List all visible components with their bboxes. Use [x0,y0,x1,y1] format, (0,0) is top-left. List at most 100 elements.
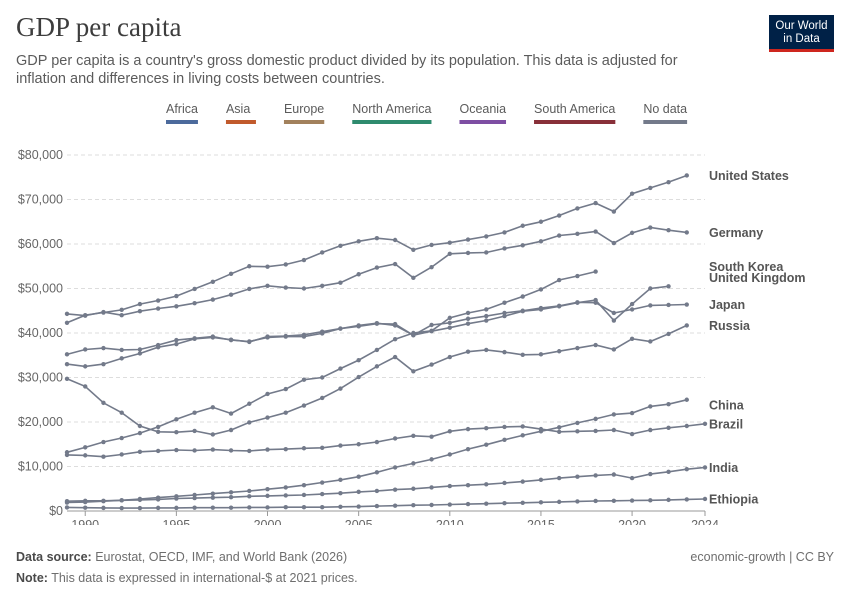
point-brazil-2003 [320,445,325,451]
point-brazil-2023 [684,423,689,429]
point-south-korea-1993 [137,430,143,436]
point-japan-2019 [611,310,617,316]
chart-subtitle: GDP per capita is a country's gross dome… [16,53,678,87]
point-brazil-2000 [265,447,270,452]
point-united-kingdom-1995 [174,337,179,343]
point-south-korea-2017 [575,273,580,279]
point-ethiopia-1993 [137,505,143,511]
point-india-1991 [101,498,106,503]
series-label-brazil: Brazil [709,417,743,431]
series-label-germany: Germany [709,226,763,240]
point-germany-2011 [465,250,471,256]
point-united-kingdom-2019 [611,318,617,323]
legend-label-2[interactable]: Europe [284,102,324,116]
point-germany-2003 [320,283,325,289]
point-russia-2013 [502,349,507,355]
point-japan-2020 [629,307,635,312]
series-label-united-states: United States [709,169,789,183]
point-germany-2020 [629,230,635,236]
point-united-kingdom-2009 [429,329,434,334]
point-india-2020 [629,475,635,481]
x-tick-label-0: 1990 [71,518,99,525]
license-text[interactable]: economic-growth | CC BY [690,550,834,564]
point-china-2021 [648,404,653,409]
point-japan-2005 [356,324,361,329]
point-united-states-2022 [666,179,671,185]
x-tick-label-1: 1995 [162,518,190,525]
point-united-states-2012 [484,234,489,239]
point-germany-2023 [684,230,689,235]
legend-label-5[interactable]: South America [534,102,615,116]
point-japan-2021 [648,303,653,308]
point-japan-2014 [520,308,525,313]
point-russia-1997 [210,432,216,437]
legend-label-1[interactable]: Asia [226,102,250,116]
point-china-2008 [411,461,416,466]
point-japan-2002 [301,332,307,337]
point-brazil-2010 [447,429,452,434]
point-united-states-2007 [392,237,398,243]
point-germany-1993 [137,308,143,314]
point-germany-2015 [538,239,544,244]
legend-label-4[interactable]: Oceania [459,102,506,116]
source-text[interactable]: Eurostat, OECD, IMF, and World Bank (202… [95,550,348,564]
point-japan-2017 [575,300,580,305]
point-south-korea-1999 [247,401,252,406]
point-ethiopia-2019 [611,498,617,503]
point-china-2017 [575,420,580,426]
chart-title: GDP per capita [16,12,182,42]
note-label: Note: [16,571,48,585]
point-india-1990 [83,498,88,503]
point-russia-2019 [611,347,617,352]
point-germany-2019 [611,240,617,246]
point-china-2000 [265,486,270,492]
point-china-2010 [447,452,452,457]
owid-logo[interactable]: Our World in Data [769,15,834,52]
point-china-1996 [192,492,197,498]
point-india-1994 [155,497,161,502]
point-russia-2017 [575,345,580,351]
point-japan-2008 [411,333,416,338]
point-china-2007 [392,465,398,470]
y-tick-label-1: $10,000 [18,460,63,474]
point-ethiopia-2020 [629,498,635,503]
point-china-2012 [484,442,489,447]
point-japan-2009 [429,322,434,328]
point-united-states-2015 [538,219,544,224]
legend-label-6[interactable]: No data [643,102,687,116]
point-united-kingdom-1990 [83,347,88,352]
series-label-united-kingdom: United Kingdom [709,271,806,285]
point-united-states-2016 [556,213,562,218]
point-japan-1990 [83,364,88,369]
point-india-2019 [611,472,617,477]
point-russia-2005 [356,374,361,380]
point-brazil-2015 [538,426,544,432]
point-ethiopia-2007 [392,503,398,508]
point-united-kingdom-2011 [465,321,471,326]
point-germany-2008 [411,275,416,281]
point-germany-2000 [265,283,270,289]
point-russia-2014 [520,352,525,358]
series-label-india: India [709,461,739,475]
point-south-korea-1992 [119,435,124,441]
series-label-ethiopia: Ethiopia [709,492,759,506]
point-china-2006 [374,470,380,475]
point-brazil-1993 [137,449,143,455]
point-brazil-2012 [484,426,489,431]
x-tick-label-6: 2020 [618,518,646,525]
point-china-2002 [301,482,307,488]
point-russia-2001 [283,410,288,415]
point-japan-2015 [538,305,544,311]
point-ethiopia-2003 [320,505,325,510]
point-russia-1999 [247,420,252,425]
point-germany-2010 [447,251,452,256]
x-tick-label-5: 2015 [527,518,555,525]
point-japan-2003 [320,329,325,334]
legend-label-3[interactable]: North America [352,102,431,116]
point-south-korea-2013 [502,300,507,305]
point-germany-1990 [83,313,88,318]
point-south-korea-2005 [356,357,361,363]
point-india-2007 [392,487,398,492]
legend-label-0[interactable]: Africa [166,102,198,116]
point-ethiopia-2018 [593,498,598,504]
